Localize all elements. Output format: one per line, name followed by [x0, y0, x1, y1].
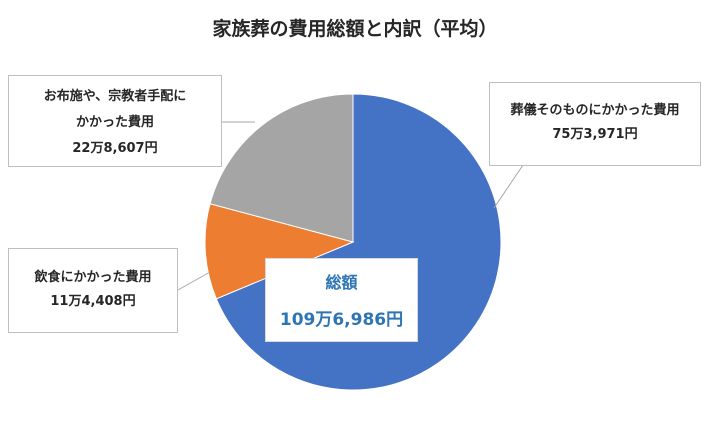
callout-religious-value: 22万8,607円	[72, 141, 158, 156]
callout-religious-label-1: お布施や、宗教者手配に	[43, 89, 187, 104]
pie-slice-religious	[209, 93, 354, 243]
callout-religious: お布施や、宗教者手配に かかった費用 22万8,607円	[8, 75, 222, 167]
total-box: 総額 109万6,986円	[265, 258, 418, 342]
callout-funeral: 葬儀そのものにかかった費用 75万3,971円	[489, 82, 701, 166]
total-label: 総額	[325, 273, 358, 292]
callout-food-label: 飲食にかかった費用	[34, 270, 152, 285]
leader-line-food	[177, 271, 211, 291]
callout-funeral-value: 75万3,971円	[552, 127, 638, 142]
total-value: 109万6,986円	[279, 310, 404, 330]
callout-food: 飲食にかかった費用 11万4,408円	[8, 248, 178, 333]
callout-funeral-label: 葬儀そのものにかかった費用	[510, 103, 680, 118]
callout-food-value: 11万4,408円	[50, 294, 136, 309]
leader-line-funeral	[493, 164, 524, 209]
pie-slice-food	[204, 203, 355, 300]
callout-religious-label-2: かかった費用	[75, 115, 154, 130]
chart-title: 家族葬の費用総額と内訳（平均）	[212, 18, 498, 40]
